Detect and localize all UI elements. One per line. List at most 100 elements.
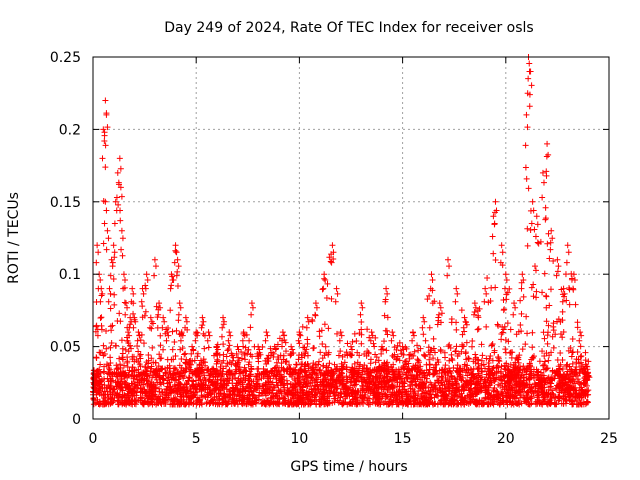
data-point	[180, 384, 187, 391]
data-point	[258, 390, 265, 397]
data-point	[543, 365, 550, 372]
data-point	[410, 352, 417, 359]
data-point	[94, 332, 101, 339]
data-point	[101, 350, 108, 357]
grid-lines	[93, 57, 609, 419]
data-point	[255, 396, 262, 403]
data-point	[498, 336, 505, 343]
data-point	[163, 337, 170, 344]
data-point	[194, 332, 201, 339]
data-point	[173, 272, 180, 279]
data-point	[437, 346, 444, 353]
data-point	[156, 385, 163, 392]
data-point	[111, 301, 118, 308]
data-point	[218, 373, 225, 380]
data-point	[384, 359, 391, 366]
data-point	[276, 388, 283, 395]
data-point	[118, 193, 125, 200]
data-point	[119, 252, 126, 259]
data-point	[533, 288, 540, 295]
data-point	[97, 378, 104, 385]
data-point	[114, 365, 121, 372]
data-point	[452, 298, 459, 305]
data-point	[364, 326, 371, 333]
data-point	[297, 332, 304, 339]
data-point	[557, 350, 564, 357]
data-point	[166, 368, 173, 375]
data-point	[534, 221, 541, 228]
data-point	[547, 286, 554, 293]
data-point	[554, 382, 561, 389]
data-point	[178, 356, 185, 363]
data-point	[348, 343, 354, 350]
data-point	[454, 375, 461, 382]
data-point	[523, 377, 530, 384]
data-point	[358, 318, 365, 325]
data-point	[471, 373, 478, 380]
data-point	[218, 333, 225, 340]
data-point	[137, 337, 144, 344]
data-point	[574, 319, 581, 326]
data-point	[457, 371, 464, 378]
data-point	[422, 353, 429, 360]
data-point	[468, 343, 475, 350]
data-point	[370, 340, 377, 347]
data-point	[295, 374, 302, 381]
data-point	[137, 355, 144, 362]
data-point	[516, 378, 523, 385]
data-point	[134, 337, 141, 344]
data-point	[457, 394, 464, 401]
data-point	[353, 337, 360, 344]
data-point	[229, 380, 236, 387]
data-point	[544, 240, 551, 247]
data-point	[168, 282, 175, 289]
data-point	[542, 215, 549, 222]
data-point	[329, 242, 336, 249]
data-point	[171, 259, 178, 266]
data-point	[352, 387, 359, 394]
data-point	[533, 213, 540, 220]
data-point	[475, 378, 482, 385]
data-point	[119, 235, 126, 242]
data-point	[498, 242, 505, 249]
data-point	[337, 394, 344, 401]
data-point	[553, 272, 560, 279]
data-point	[576, 337, 583, 344]
data-point	[498, 390, 505, 397]
y-tick-label: 0.25	[50, 50, 81, 66]
data-point	[415, 366, 422, 373]
x-tick-label: 0	[89, 431, 98, 447]
data-point	[139, 314, 146, 321]
data-point	[548, 374, 555, 381]
data-point	[199, 322, 206, 329]
data-point	[174, 369, 181, 376]
data-point	[101, 129, 108, 136]
data-point	[356, 367, 363, 374]
data-point	[125, 329, 132, 336]
data-point	[248, 300, 255, 307]
data-point	[220, 377, 227, 384]
data-point	[129, 285, 136, 292]
data-point	[105, 298, 112, 305]
data-point	[562, 271, 569, 278]
data-point	[140, 340, 147, 347]
data-point	[517, 297, 524, 304]
data-point	[183, 356, 190, 363]
x-tick-label: 5	[192, 431, 201, 447]
data-point	[547, 239, 554, 246]
data-point	[571, 369, 578, 376]
x-tick-label: 15	[394, 431, 412, 447]
data-point	[543, 168, 550, 175]
data-point	[333, 285, 340, 292]
data-point	[396, 371, 403, 378]
data-point	[304, 340, 311, 347]
data-point	[106, 285, 113, 292]
data-point	[428, 271, 435, 278]
data-point	[203, 367, 210, 374]
data-point	[421, 389, 428, 396]
data-point	[95, 370, 102, 377]
data-points	[90, 54, 593, 408]
data-point	[492, 256, 499, 263]
data-point	[298, 367, 305, 374]
data-point	[299, 389, 306, 396]
